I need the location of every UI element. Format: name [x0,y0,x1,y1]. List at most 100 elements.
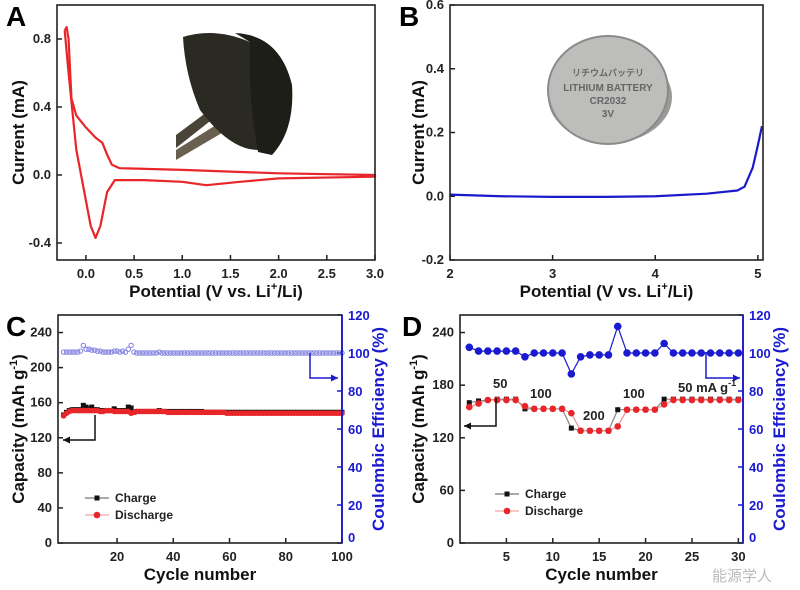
data-point-coulombic-efficiency [176,350,182,356]
y2-tick-label: 60 [348,422,362,437]
data-point-discharge [493,396,501,404]
data-point-coulombic-efficiency [80,342,87,349]
data-point-coulombic-efficiency [311,350,317,356]
panel-letter-b: B [399,1,419,32]
data-point-coulombic-efficiency [136,350,143,356]
data-point-coulombic-efficiency [221,350,227,356]
axis-indicator-arrow [309,353,338,379]
data-point-coulombic-efficiency [103,349,109,355]
arrowhead [733,374,740,382]
data-point-coulombic-efficiency [246,350,252,356]
data-point-coulombic-efficiency [207,350,213,356]
data-point-charge [615,407,621,413]
data-point-discharge [605,427,612,435]
x-tick-label: 100 [331,549,353,564]
data-point-coulombic-efficiency [586,351,594,359]
data-point-coulombic-efficiency [613,322,622,331]
x-tick-label: 5 [754,266,761,281]
data-point-coulombic-efficiency [181,350,188,356]
data-point-coulombic-efficiency [249,350,255,356]
data-point-coulombic-efficiency [119,348,126,354]
data-point-coulombic-efficiency [94,348,101,354]
data-point-coulombic-efficiency [316,350,323,356]
data-point-coulombic-efficiency [229,350,236,356]
data-point-coulombic-efficiency [195,350,202,356]
legend-marker-discharge [503,507,511,515]
data-point-coulombic-efficiency [83,346,89,352]
y-tick-label: 0 [45,535,52,550]
data-point-coulombic-efficiency [125,346,131,352]
data-point-coulombic-efficiency [89,347,95,353]
x-tick-label: 3.0 [366,266,384,281]
data-point-coulombic-efficiency [257,350,264,356]
y-tick-label: 120 [432,430,454,445]
data-point-coulombic-efficiency [187,350,193,356]
data-point-discharge [558,405,566,413]
data-point-coulombic-efficiency [288,350,295,356]
data-point-coulombic-efficiency [193,350,199,356]
data-point-coulombic-efficiency [69,349,75,355]
data-point-coulombic-efficiency [511,347,520,355]
x-axis-title: Cycle number [144,565,257,584]
panel-letter-a: A [6,1,26,32]
watermark: 能源学人 [712,568,772,585]
data-point-coulombic-efficiency [484,347,492,355]
data-point-coulombic-efficiency [252,350,258,356]
data-point-coulombic-efficiency [474,347,483,355]
x-tick-label: 25 [685,549,699,564]
legend-label-discharge: Discharge [525,504,583,518]
data-point-coulombic-efficiency [159,350,165,356]
y2-tick-label: 0 [749,530,756,545]
data-point-coulombic-efficiency [204,350,210,356]
arrowhead [331,374,338,382]
arrowhead [63,436,70,444]
data-point-coulombic-efficiency [294,350,300,356]
plot-frame [56,4,376,261]
x-tick-label: 10 [546,549,560,564]
y2-tick-label: 80 [749,384,763,399]
data-point-discharge [688,396,696,404]
x-tick-label: 0.5 [125,266,143,281]
y-axis-title: Capacity (mAh g-1) [408,354,428,504]
panel-letter-c: C [6,311,26,342]
y-tick-label: 0.4 [33,99,52,114]
inset-photo-film [176,30,293,160]
x-tick-label: 20 [110,549,124,564]
x-tick-label: 4 [652,266,660,281]
data-point-coulombic-efficiency [156,349,162,355]
data-point-coulombic-efficiency [128,342,134,349]
data-point-coulombic-efficiency [530,349,539,357]
data-point-discharge [632,406,640,414]
data-point-coulombic-efficiency [558,349,566,357]
data-point-coulombic-efficiency [280,350,286,356]
panel-letter-d: D [402,311,422,342]
data-point-coulombic-efficiency [145,350,151,356]
y-tick-label: 0.4 [426,61,445,76]
data-point-coulombic-efficiency [623,349,631,357]
x-axis-title: Potential (V vs. Li+/Li) [129,281,303,301]
y-tick-label: 80 [38,465,52,480]
data-point-coulombic-efficiency [215,350,221,356]
data-point-coulombic-efficiency [63,349,70,355]
x-tick-label: 40 [166,549,180,564]
y2-tick-label: 80 [348,384,362,399]
data-point-coulombic-efficiency [173,350,179,356]
data-point-coulombic-efficiency [660,339,668,348]
x-tick-label: 0.0 [77,266,95,281]
x-tick-label: 5 [503,549,510,564]
data-point-charge [661,396,667,402]
legend-marker-charge [94,495,100,501]
x-tick-label: 2.5 [318,266,336,281]
y2-tick-label: 120 [348,308,370,323]
data-point-coulombic-efficiency [333,350,340,356]
data-point-discharge [707,396,714,404]
y-tick-label: 0.2 [426,125,444,140]
data-point-coulombic-efficiency [678,349,687,357]
current-density-label: 200 [583,408,605,423]
data-point-coulombic-efficiency [325,350,331,356]
x-tick-label: 30 [731,549,745,564]
data-point-discharge [484,396,492,404]
data-point-coulombic-efficiency [238,350,244,356]
data-point-discharge [660,401,668,408]
